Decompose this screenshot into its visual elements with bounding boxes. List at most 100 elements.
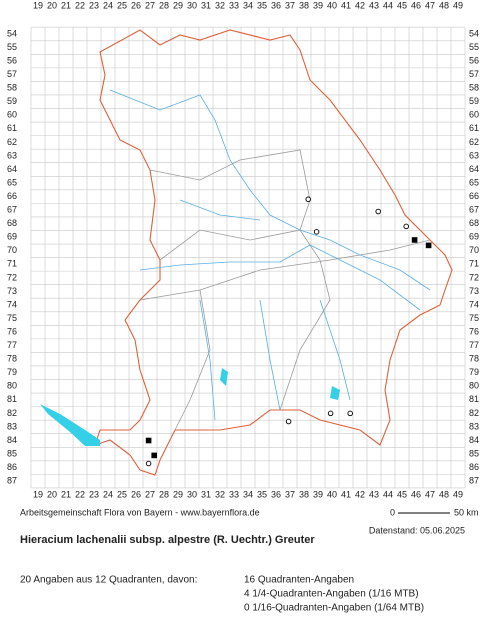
- x-tick-label: 35: [257, 0, 267, 10]
- y-tick-label: 76: [7, 326, 17, 336]
- y-tick-label: 56: [7, 55, 17, 65]
- x-tick-label: 23: [89, 489, 99, 499]
- y-tick-label: 57: [7, 69, 17, 79]
- x-tick-label: 31: [201, 0, 211, 10]
- x-tick-label: 24: [103, 489, 113, 499]
- y-tick-label: 59: [469, 96, 479, 106]
- y-tick-label: 66: [469, 191, 479, 201]
- y-tick-label: 64: [7, 164, 17, 174]
- y-tick-label: 63: [469, 150, 479, 160]
- marker-circle: [403, 223, 409, 230]
- y-tick-label: 58: [469, 83, 479, 93]
- y-tick-label: 64: [469, 164, 479, 174]
- x-tick-label: 34: [243, 0, 253, 10]
- x-tick-label: 47: [425, 489, 435, 499]
- x-tick-label: 26: [131, 489, 141, 499]
- title: Hieracium lachenalii subsp. alpestre (R.…: [20, 534, 315, 546]
- district-borders: [139, 149, 431, 431]
- y-tick-label: 86: [469, 462, 479, 472]
- marker-circle: [313, 229, 320, 235]
- y-tick-label: 71: [469, 259, 479, 269]
- y-tick-label: 76: [469, 326, 479, 336]
- x-tick-label: 46: [411, 0, 421, 10]
- y-tick-label: 54: [469, 28, 479, 38]
- x-tick-label: 29: [173, 0, 183, 10]
- x-tick-label: 28: [159, 489, 169, 499]
- x-tick-label: 32: [215, 0, 225, 10]
- y-tick-label: 74: [469, 299, 479, 309]
- x-tick-label: 27: [145, 0, 155, 10]
- y-tick-label: 58: [7, 83, 17, 93]
- x-tick-label: 40: [327, 0, 337, 10]
- x-tick-label: 49: [453, 0, 463, 10]
- y-tick-label: 62: [7, 137, 17, 147]
- x-tick-label: 22: [75, 489, 85, 499]
- x-tick-label: 48: [439, 0, 449, 10]
- x-tick-label: 48: [439, 489, 449, 499]
- y-tick-label: 56: [469, 55, 479, 65]
- x-tick-label: 44: [383, 0, 393, 10]
- x-tick-label: 20: [47, 489, 57, 499]
- marker-square: [425, 242, 432, 249]
- y-tick-label: 77: [469, 340, 479, 350]
- x-tick-label: 42: [355, 489, 365, 499]
- x-tick-label: 32: [215, 489, 225, 499]
- lake: [220, 368, 228, 386]
- y-tick-label: 79: [469, 367, 479, 377]
- y-tick-label: 77: [7, 340, 17, 350]
- y-tick-label: 55: [469, 42, 479, 52]
- y-tick-label: 54: [7, 28, 17, 38]
- marker-circle: [347, 410, 353, 417]
- marker-square: [411, 237, 418, 243]
- y-tick-label: 61: [7, 123, 17, 133]
- y-tick-label: 67: [7, 205, 17, 215]
- marker-square: [145, 437, 152, 444]
- x-tick-label: 38: [299, 489, 309, 499]
- x-tick-label: 37: [285, 489, 295, 499]
- x-tick-label: 47: [425, 0, 435, 10]
- x-tick-label: 24: [103, 0, 113, 10]
- x-tick-label: 29: [173, 489, 183, 499]
- y-tick-label: 55: [7, 42, 17, 52]
- x-tick-label: 36: [271, 489, 281, 499]
- x-tick-label: 37: [285, 0, 295, 10]
- y-tick-label: 74: [7, 299, 17, 309]
- y-tick-label: 69: [469, 232, 479, 242]
- x-tick-label: 42: [355, 0, 365, 10]
- x-tick-label: 33: [229, 489, 239, 499]
- marker-circle: [327, 410, 334, 417]
- x-tick-label: 25: [117, 489, 127, 499]
- markers: [145, 196, 432, 467]
- y-tick-label: 72: [469, 272, 479, 282]
- x-tick-label: 30: [187, 489, 197, 499]
- x-tick-label: 39: [313, 0, 323, 10]
- summary-line: 4 1/4-Quadranten-Angaben (1/16 MTB): [244, 589, 419, 600]
- y-tick-label: 84: [469, 435, 479, 445]
- x-tick-label: 23: [89, 0, 99, 10]
- x-tick-label: 19: [33, 489, 43, 499]
- y-tick-label: 87: [7, 476, 17, 486]
- rivers: [109, 89, 431, 421]
- y-tick-label: 72: [7, 272, 17, 282]
- x-tick-label: 20: [47, 0, 57, 10]
- y-tick-label: 75: [7, 313, 17, 323]
- lake: [330, 386, 340, 400]
- x-tick-label: 21: [61, 0, 71, 10]
- marker-circle: [145, 460, 152, 467]
- y-tick-label: 80: [7, 381, 17, 391]
- marker-circle: [305, 196, 311, 203]
- summary-total: 20 Angaben aus 12 Quadranten, davon:: [20, 575, 197, 586]
- y-tick-label: 67: [469, 205, 479, 215]
- x-tick-label: 19: [33, 0, 43, 10]
- y-tick-label: 81: [7, 394, 17, 404]
- y-tick-label: 83: [7, 421, 17, 431]
- credit: Arbeitsgemeinschaft Flora von Bayern - w…: [20, 507, 260, 517]
- marker-square: [151, 452, 157, 459]
- y-tick-label: 87: [469, 476, 479, 486]
- y-tick-label: 78: [7, 354, 17, 364]
- y-tick-label: 85: [7, 448, 17, 458]
- y-tick-label: 82: [7, 408, 17, 418]
- x-tick-label: 41: [341, 0, 351, 10]
- x-tick-label: 38: [299, 0, 309, 10]
- x-tick-label: 43: [369, 489, 379, 499]
